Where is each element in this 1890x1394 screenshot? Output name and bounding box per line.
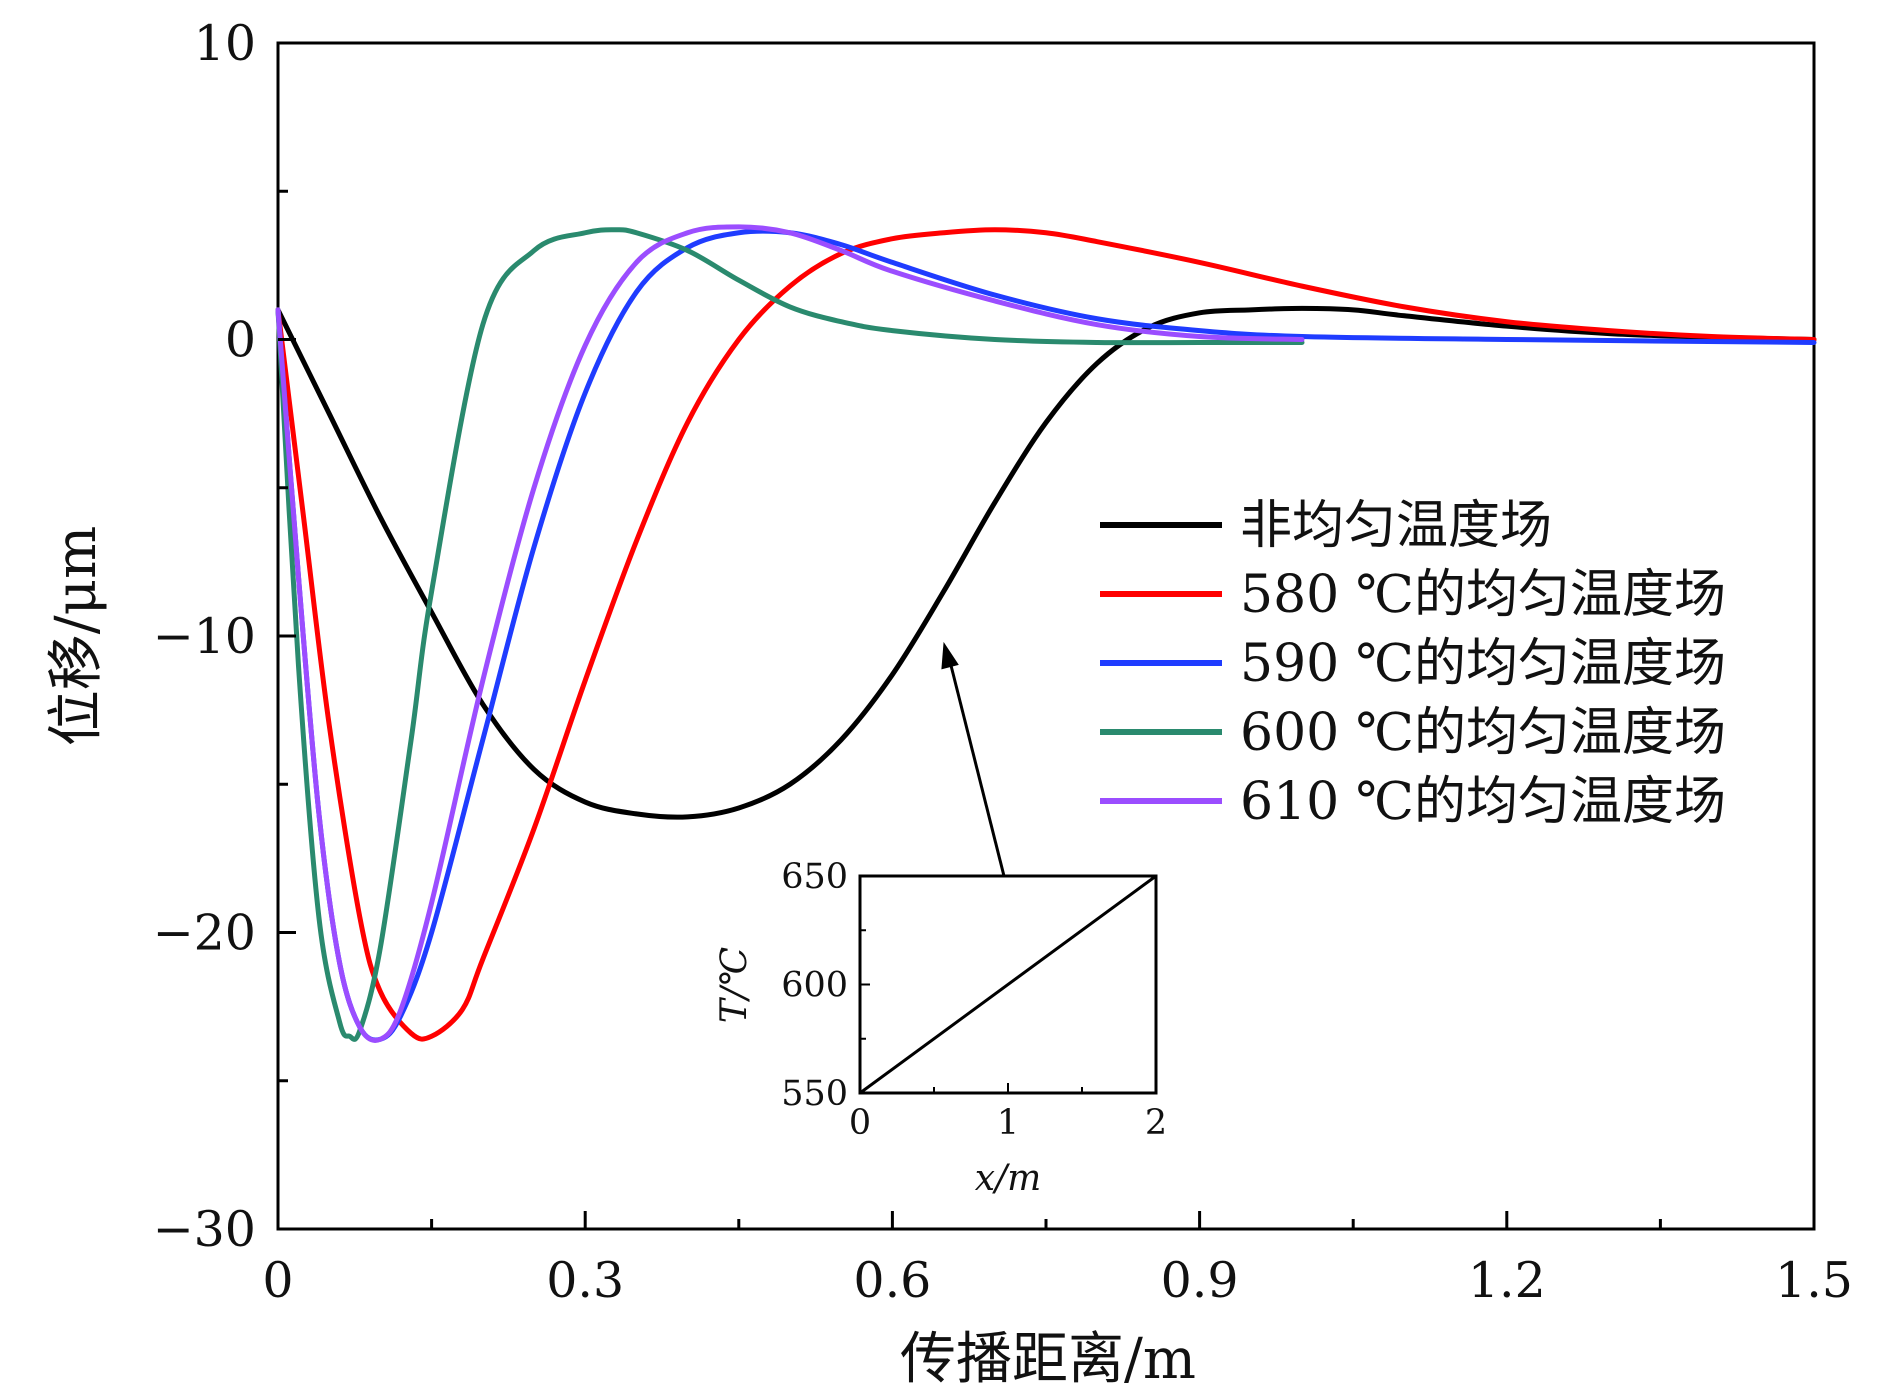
series-line-1 <box>275 227 1817 1042</box>
inset-ticks-group <box>859 875 1157 1094</box>
x-axis-title: 传播距离/m <box>900 1327 1196 1392</box>
series-line-3 <box>275 227 1305 1042</box>
legend-item-4: 610 ℃的均匀温度场 <box>1100 772 1726 832</box>
legend-label-4: 610 ℃的均匀温度场 <box>1240 772 1726 832</box>
inset-series-group <box>859 874 1157 1095</box>
x-tick-label-3: 0.9 <box>1161 1252 1239 1309</box>
x-tick-label-5: 1.5 <box>1775 1252 1853 1309</box>
y-tick-label-2: −10 <box>153 608 256 665</box>
legend-item-2: 590 ℃的均匀温度场 <box>1100 634 1726 694</box>
annotation-arrow-group <box>941 641 1006 877</box>
inset-x-tick-label-2: 2 <box>1145 1103 1167 1143</box>
y-axis-title: 位移/μm <box>44 526 109 746</box>
legend-item-3: 600 ℃的均匀温度场 <box>1100 703 1726 763</box>
series-line-4 <box>275 224 1305 1043</box>
legend-label-1: 580 ℃的均匀温度场 <box>1240 565 1726 625</box>
y-tick-label-4: −30 <box>153 1201 256 1258</box>
inset-x-tick-label-1: 1 <box>997 1103 1019 1143</box>
x-tick-label-2: 0.6 <box>853 1252 931 1309</box>
legend-label-0: 非均匀温度场 <box>1240 496 1552 556</box>
legend-item-1: 580 ℃的均匀温度场 <box>1100 565 1726 625</box>
inset-x-axis-title: x/m <box>975 1158 1042 1199</box>
x-tick-label-1: 0.3 <box>546 1252 624 1309</box>
legend-label-2: 590 ℃的均匀温度场 <box>1240 634 1726 694</box>
annotation-arrow-head <box>941 641 959 670</box>
inset-series-line-0 <box>859 874 1157 1095</box>
inset-y-tick-label-1: 600 <box>781 966 848 1006</box>
y-tick-label-0: 10 <box>194 15 256 72</box>
inset-y-axis-title: T/℃ <box>714 947 755 1023</box>
inset-tick-labels-group: 0 1 2 650 600 550 <box>781 857 1167 1143</box>
series-line-0 <box>275 305 1817 820</box>
inset-plot: 0 1 2 650 600 550 x/m T/℃ <box>714 857 1167 1199</box>
main-ticks-group <box>276 41 1816 1231</box>
legend-item-0: 非均匀温度场 <box>1100 496 1552 556</box>
legend: 非均匀温度场 580 ℃的均匀温度场 590 ℃的均匀温度场 600 ℃的均匀温度场 6… <box>1100 496 1726 832</box>
inset-y-tick-label-2: 550 <box>781 1074 848 1114</box>
y-tick-label-3: −20 <box>153 905 256 962</box>
x-tick-label-4: 1.2 <box>1468 1252 1546 1309</box>
y-tick-label-1: 0 <box>225 312 256 369</box>
annotation-arrow-line <box>947 655 1006 877</box>
legend-label-3: 600 ℃的均匀温度场 <box>1240 703 1726 763</box>
inset-y-tick-label-0: 650 <box>781 857 848 897</box>
x-tick-label-0: 0 <box>262 1252 293 1309</box>
main-series-group <box>275 224 1817 1043</box>
inset-x-tick-label-0: 0 <box>849 1103 871 1143</box>
